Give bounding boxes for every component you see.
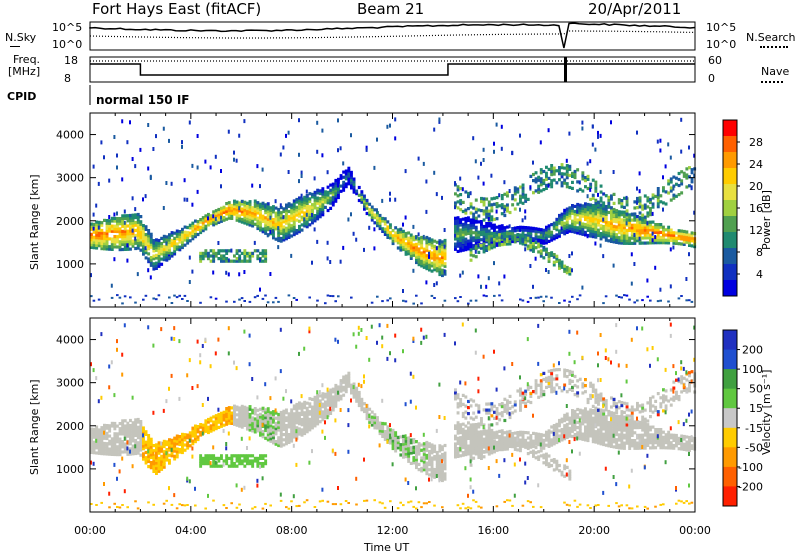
- nave-legend-dots: [761, 81, 783, 83]
- y-tick-label: 3000: [56, 172, 84, 185]
- colorbar-tick-label: 28: [749, 136, 763, 149]
- power-colorbar-label: Power [dB]: [760, 190, 773, 250]
- colorbar-tick-label: -15: [745, 422, 763, 435]
- beam-title: Beam 21: [357, 0, 425, 18]
- nsky-tick-top: 10^5: [52, 21, 82, 34]
- x-tick-label: 12:00: [377, 524, 409, 537]
- y-tick-label: 4000: [56, 334, 84, 347]
- x-tick-label: 04:00: [175, 524, 207, 537]
- date-title: 20/Apr/2011: [588, 0, 682, 18]
- colorbar-tick-label: 24: [749, 158, 763, 171]
- colorbar-tick-label: 4: [756, 268, 763, 281]
- nsky-label: N.Sky: [5, 31, 37, 44]
- colorbar-tick-label: 15: [749, 402, 763, 415]
- x-axis-label: Time UT: [363, 541, 409, 554]
- power-cells: [90, 117, 697, 305]
- nsearch-trace: [89, 30, 696, 39]
- y-tick-label: 1000: [56, 258, 84, 271]
- y-tick-label: 4000: [56, 129, 84, 142]
- x-axis: 00:00 04:00 08:00 12:00 16:00 20:00 00:00: [74, 113, 711, 537]
- power-y-ticks: 4000 3000 2000 1000: [56, 129, 695, 271]
- colorbar-tick-label: -100: [738, 461, 763, 474]
- colorbar-tick-label: 200: [742, 344, 763, 357]
- colorbar-tick-label: 50: [749, 383, 763, 396]
- x-tick-label: 00:00: [679, 524, 711, 537]
- x-tick-label: 16:00: [477, 524, 509, 537]
- velocity-y-ticks: 4000 3000 2000 1000: [56, 334, 695, 476]
- colorbar-tick-label: 8: [756, 246, 763, 259]
- velocity-colorbar: 200 100 50 15 -15 -50 -100 -200: [722, 329, 763, 507]
- nave-tick-bottom: 0: [708, 72, 715, 85]
- colorbar-tick-label: 16: [749, 202, 763, 215]
- nave-tick-top: 60: [708, 54, 722, 67]
- velocity-panel: 4000 3000 2000 1000 Slant Range [km]: [28, 317, 697, 513]
- power-colorbar: 28 24 20 16 12 8 4: [722, 119, 763, 297]
- freq-tick-bottom: 8: [64, 72, 71, 85]
- colorbar-tick-label: -50: [745, 441, 763, 454]
- cpid-label: CPID: [7, 90, 37, 103]
- station-title: Fort Hays East (fitACF): [92, 0, 262, 18]
- x-tick-label: 00:00: [74, 524, 106, 537]
- nave-label: Nave: [761, 65, 790, 78]
- colorbar-tick-label: 12: [749, 224, 763, 237]
- freq-label: Freq.: [13, 53, 41, 66]
- y-tick-label: 2000: [56, 215, 84, 228]
- nsearch-tick-bottom: 10^0: [706, 38, 736, 51]
- freq-tick-top: 18: [64, 54, 78, 67]
- nsky-strip: 10^5 10^0 10^5 10^0: [52, 21, 736, 51]
- freq-strip: 18 8 60 0: [64, 54, 722, 85]
- nsearch-label: N.Search: [746, 31, 796, 44]
- freq-unit-label: [MHz]: [8, 65, 41, 78]
- y-tick-label: 3000: [56, 377, 84, 390]
- nsky-label-underline: [10, 46, 20, 47]
- velocity-cells: [90, 322, 697, 510]
- nsearch-tick-top: 10^5: [706, 21, 736, 34]
- power-panel: 4000 3000 2000 1000 Slant Range [km]: [28, 112, 697, 308]
- nsearch-legend-dots: [760, 46, 788, 48]
- colorbar-tick-label: -200: [738, 480, 763, 493]
- velocity-colorbar-label: Velocity [m s⁻¹]: [760, 370, 773, 455]
- x-tick-label: 20:00: [578, 524, 610, 537]
- power-ylabel: Slant Range [km]: [28, 174, 41, 270]
- nsky-tick-bottom: 10^0: [52, 38, 82, 51]
- colorbar-tick-label: 100: [742, 363, 763, 376]
- freq-trace: [90, 63, 695, 76]
- colorbar-tick-label: 20: [749, 180, 763, 193]
- cpid-value: normal 150 IF: [96, 93, 190, 107]
- nsky-trace: [89, 22, 696, 49]
- x-tick-label: 08:00: [276, 524, 308, 537]
- velocity-ylabel: Slant Range [km]: [28, 379, 41, 475]
- y-tick-label: 2000: [56, 420, 84, 433]
- y-tick-label: 1000: [56, 463, 84, 476]
- freq-gap-bar: [564, 57, 567, 82]
